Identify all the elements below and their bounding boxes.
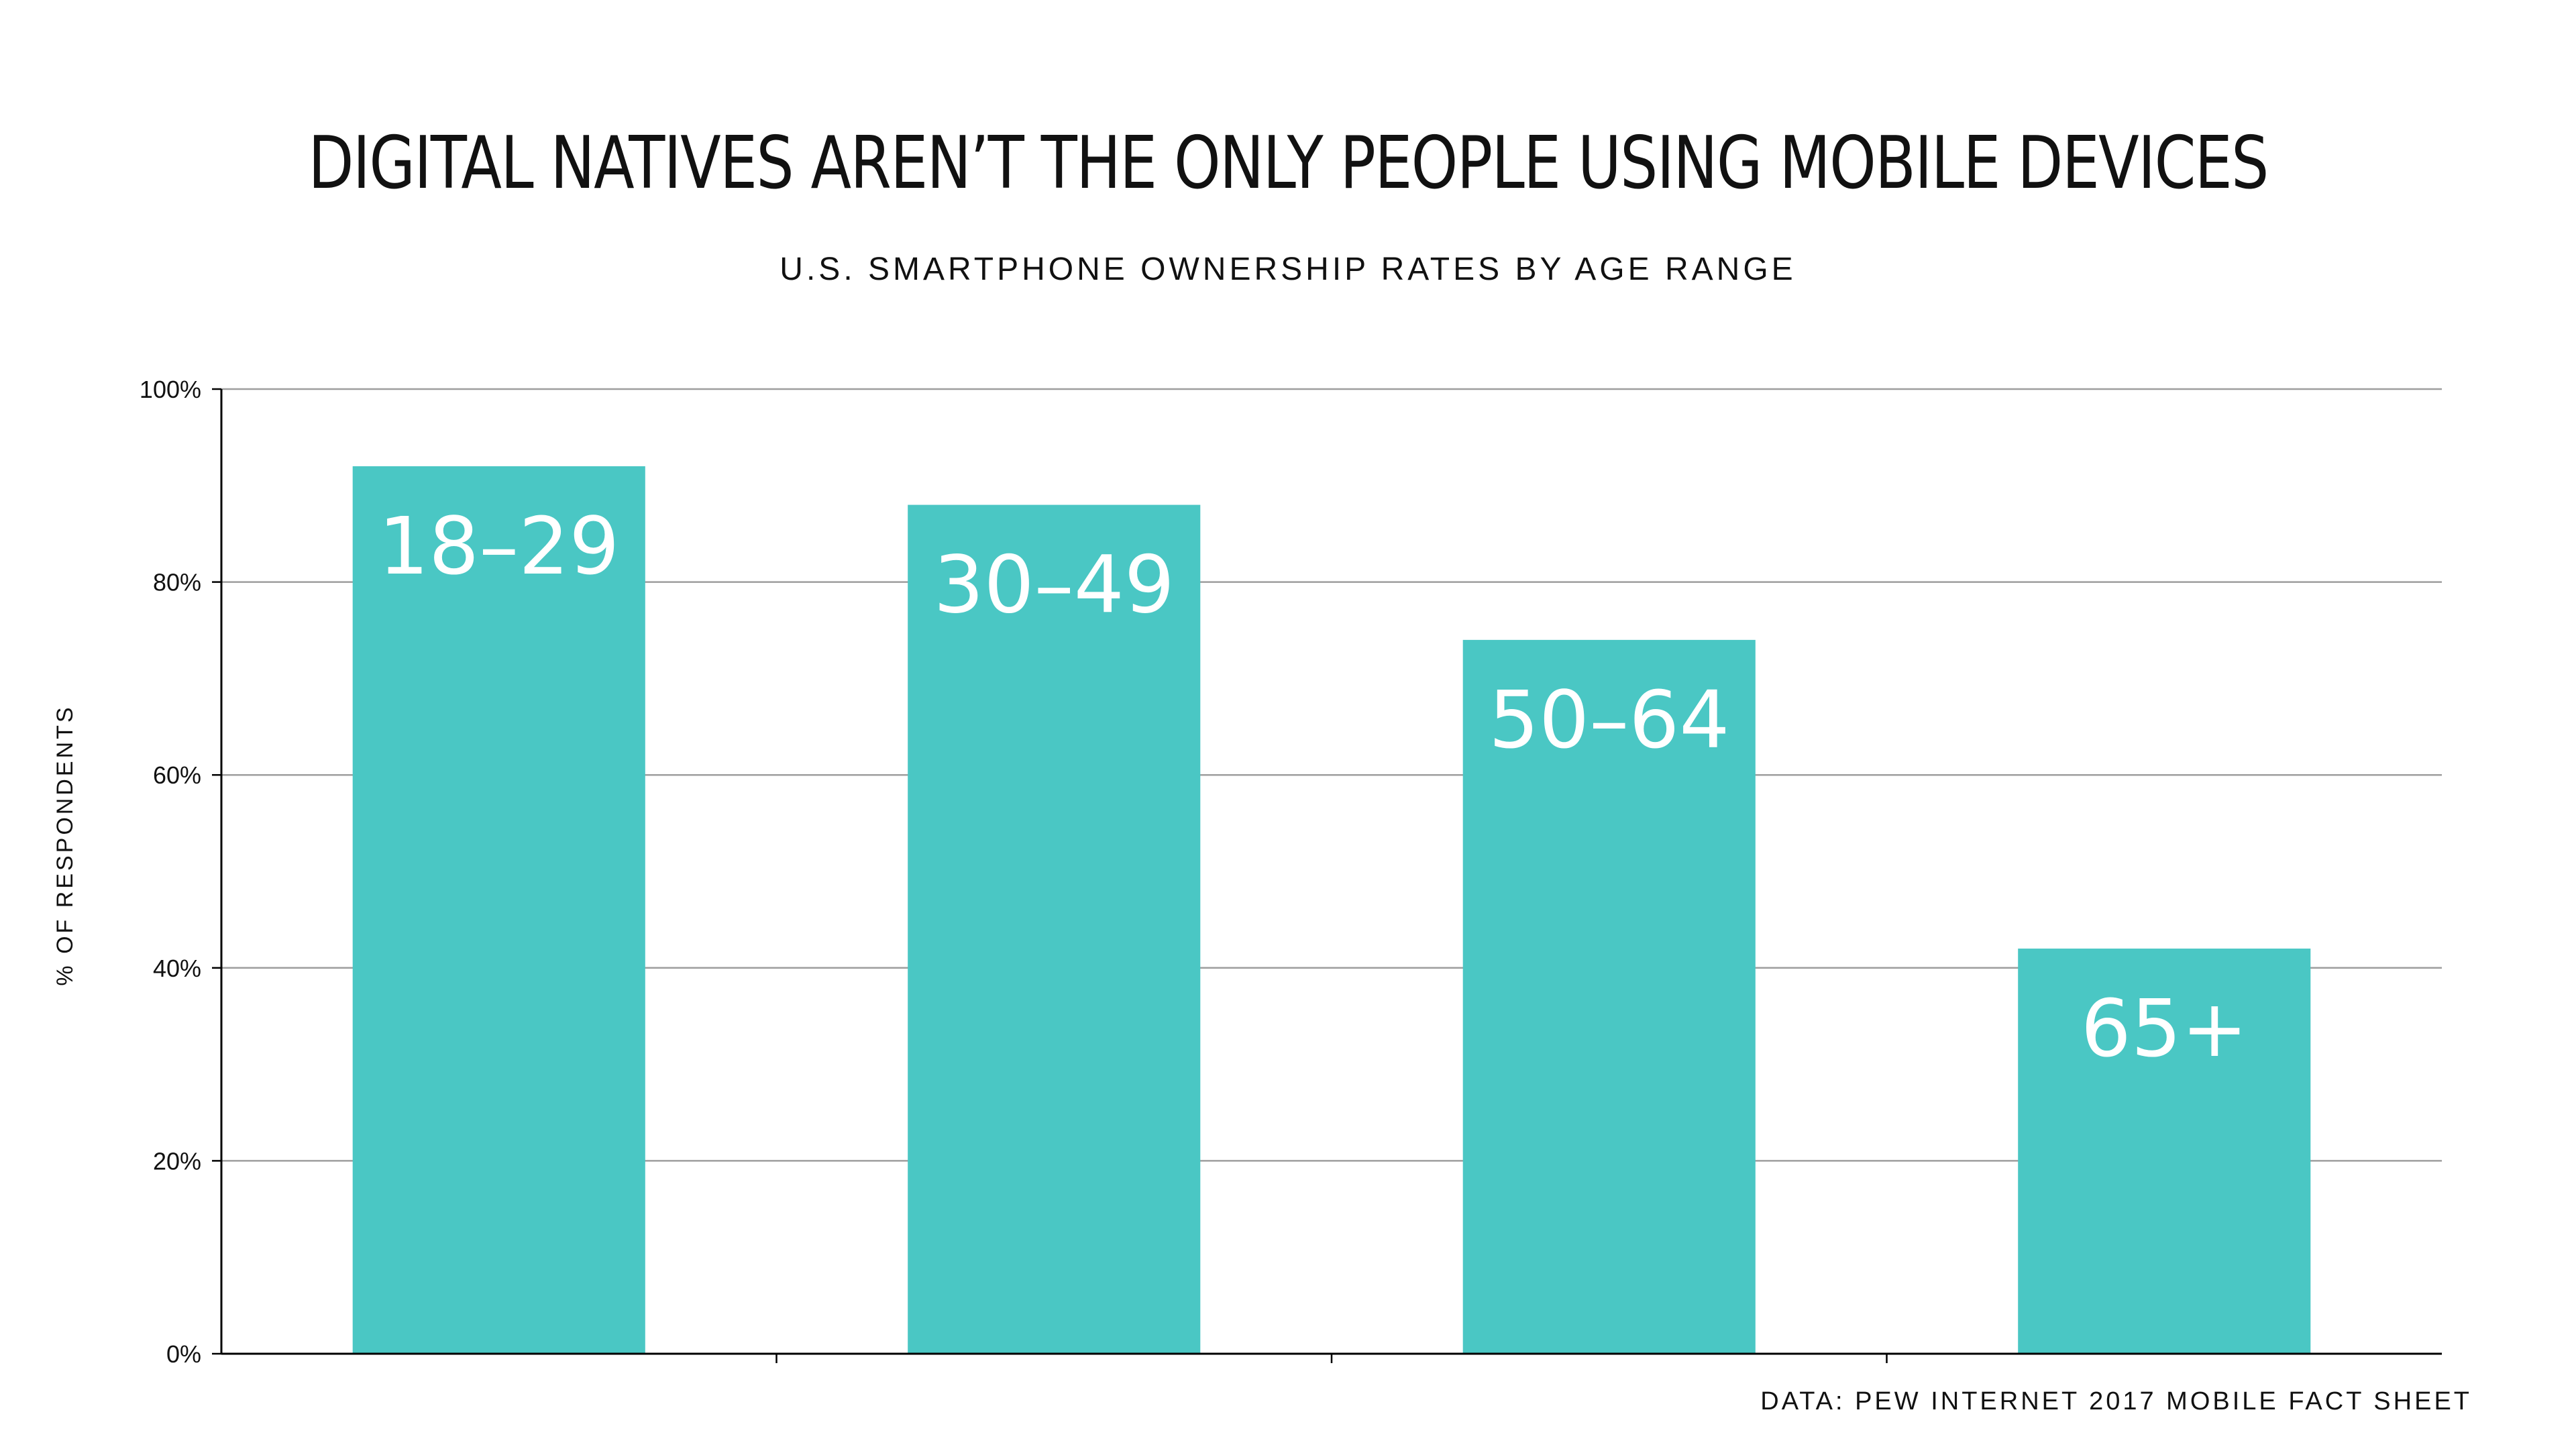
y-tick-label: 20% xyxy=(153,1147,201,1175)
bar-category-label: 65+ xyxy=(2081,982,2248,1075)
y-tick-label: 40% xyxy=(153,955,201,982)
source-note: DATA: PEW INTERNET 2017 MOBILE FACT SHEE… xyxy=(1760,1387,2472,1415)
y-tick-label: 100% xyxy=(140,376,201,403)
y-tick-label: 80% xyxy=(153,569,201,596)
bar-1 xyxy=(352,466,645,1354)
axes xyxy=(212,388,2442,1363)
bar-2 xyxy=(908,504,1201,1354)
bar-category-label: 30–49 xyxy=(934,539,1175,631)
y-axis-title: % OF RESPONDENTS xyxy=(52,704,78,985)
bars xyxy=(352,466,2311,1354)
y-tick-label: 0% xyxy=(166,1340,201,1368)
chart-title: DIGITAL NATIVES AREN’T THE ONLY PEOPLE U… xyxy=(308,121,2269,205)
chart-subtitle: U.S. SMARTPHONE OWNERSHIP RATES BY AGE R… xyxy=(780,252,1796,287)
y-tick-label: 60% xyxy=(153,761,201,789)
bar-category-label: 18–29 xyxy=(378,500,619,592)
bar-3 xyxy=(1462,639,1756,1354)
bar-category-label: 50–64 xyxy=(1489,674,1729,766)
bar-4 xyxy=(2018,949,2311,1354)
labels: 0% 20% 40% 60% 80% 100% 18–29 30–49 50–64 65+ xyxy=(140,376,2248,1368)
